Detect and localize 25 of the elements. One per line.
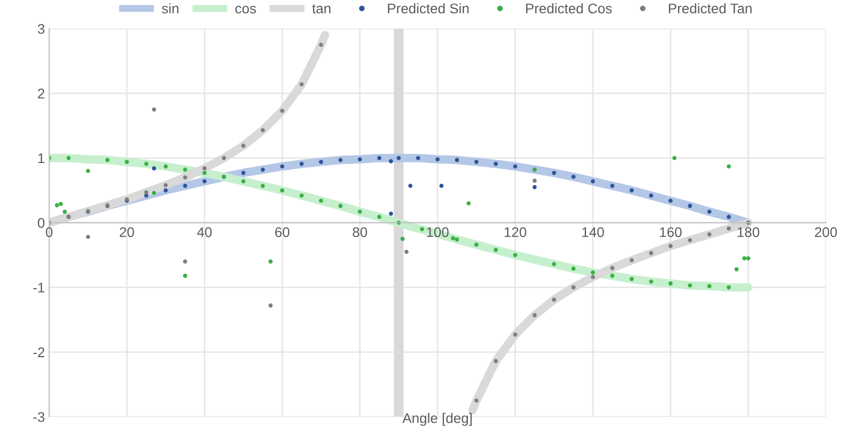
- legend-label: Predicted Cos: [526, 3, 612, 14]
- legend-label: Predicted Tan: [668, 3, 752, 14]
- x-tick-label: 40: [197, 227, 212, 238]
- legend-label: tan: [312, 4, 330, 14]
- y-tick-label: 1: [38, 154, 44, 164]
- x-tick-label: 60: [275, 227, 290, 238]
- legend-label: sin: [162, 3, 178, 14]
- x-tick-label: 0: [46, 227, 53, 238]
- x-tick-label: 180: [738, 227, 760, 238]
- y-tick-label: -2: [33, 347, 44, 358]
- x-tick-label: 200: [815, 227, 837, 238]
- x-tick-label: 140: [582, 227, 604, 238]
- y-tick-label: 3: [38, 24, 44, 34]
- legend-label: Predicted Sin: [388, 3, 469, 14]
- y-tick-label: -3: [33, 412, 44, 422]
- x-tick-label: 80: [352, 227, 368, 238]
- x-tick-label: 160: [660, 227, 682, 238]
- x-axis-title: Angle [deg]: [402, 412, 472, 426]
- y-tick-label: 2: [38, 88, 44, 98]
- legend-label: cos: [235, 6, 256, 14]
- y-tick-label: 0: [38, 218, 44, 228]
- x-tick-label: 100: [427, 227, 449, 238]
- x-tick-label: 120: [504, 227, 526, 238]
- x-tick-label: 20: [120, 227, 134, 238]
- y-tick-label: -1: [33, 282, 44, 292]
